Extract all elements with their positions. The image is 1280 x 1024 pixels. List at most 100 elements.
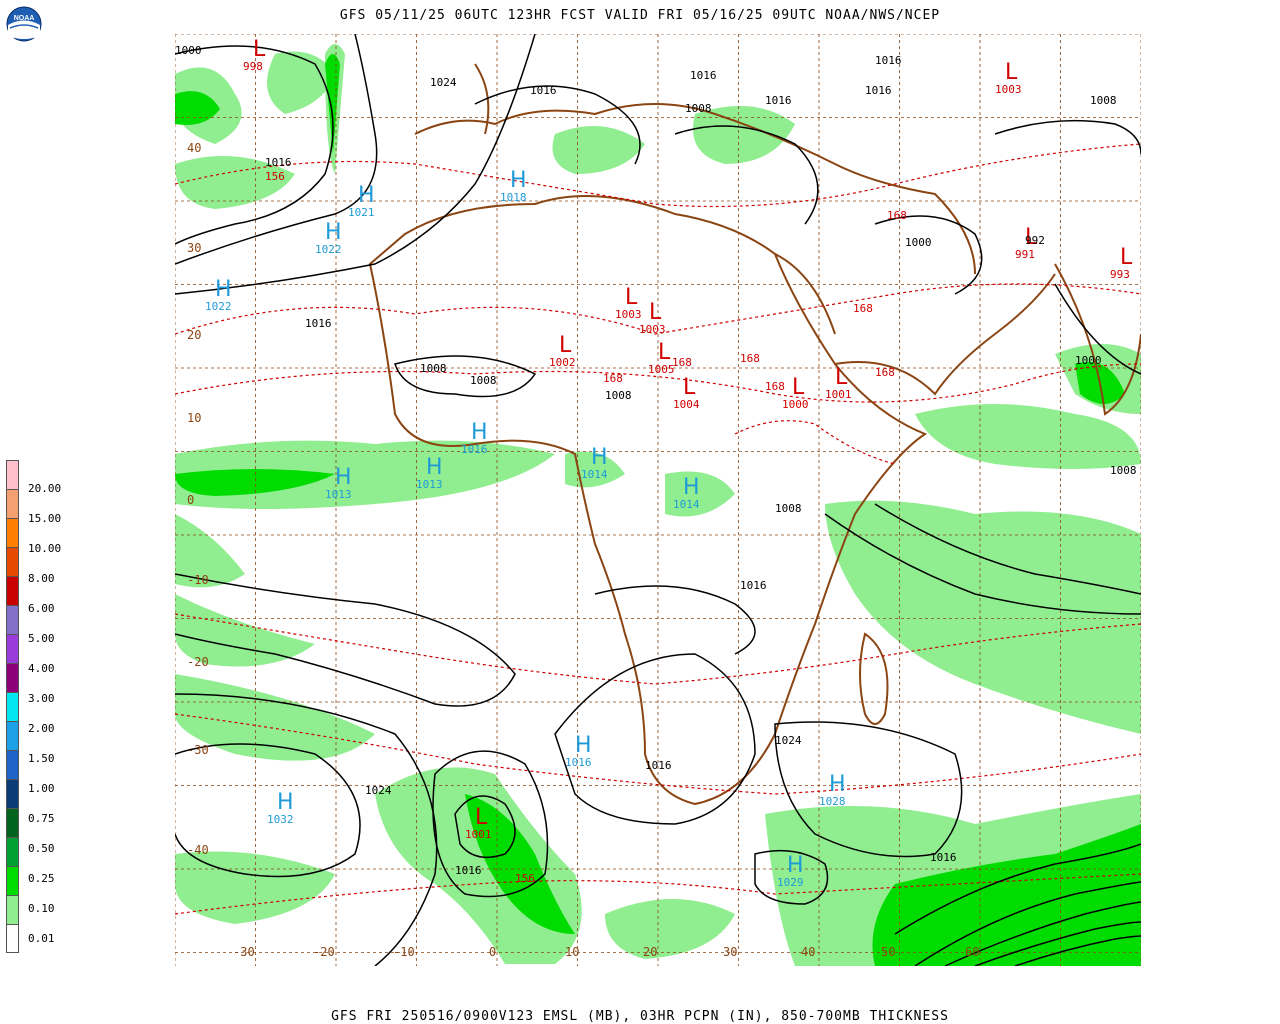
isobar-label: 1016 — [305, 317, 332, 330]
low-value: 1003 — [615, 308, 642, 321]
legend-swatch — [6, 808, 19, 837]
lon-label: 50 — [881, 945, 895, 959]
precip-legend: 20.00 15.00 10.00 8.00 6.00 5.00 4.00 3.00 2.00 1… — [6, 460, 61, 953]
lat-label: -40 — [187, 843, 209, 857]
lat-label: 20 — [187, 328, 201, 342]
isobar-label: 1016 — [645, 759, 672, 772]
svg-text:NOAA: NOAA — [14, 15, 35, 22]
high-value: 1013 — [416, 478, 443, 491]
thickness-label: 156 — [515, 872, 535, 885]
precip-heavy — [175, 54, 1141, 966]
map-title: GFS 05/11/25 06UTC 123HR FCST VALID FRI … — [339, 8, 941, 23]
legend-label: 4.00 — [28, 662, 55, 675]
isobar-label: 1016 — [930, 851, 957, 864]
legend-label: 10.00 — [28, 542, 62, 555]
high-value: 1014 — [581, 468, 608, 481]
noaa-logo-icon: NOAA — [6, 6, 42, 42]
legend-swatch — [6, 663, 19, 692]
lon-label: 60 — [965, 945, 979, 959]
low-value: 1000 — [782, 398, 809, 411]
legend-label: 0.01 — [28, 932, 55, 945]
weather-map: 40 30 20 10 0 -10 -20 -30 -40 -30 -20 -10 0 10 20 30 40… — [175, 34, 1141, 966]
legend-label: 3.00 — [28, 692, 55, 705]
legend-swatch — [6, 721, 19, 750]
lon-labels: -30 -20 -10 0 10 20 30 40 50 60 — [233, 945, 979, 959]
low-value: 1001 — [465, 828, 492, 841]
thickness-contours — [175, 143, 1141, 915]
legend-label: 0.75 — [28, 812, 55, 825]
low-marker: L — [475, 805, 488, 830]
high-value: 1022 — [205, 300, 232, 313]
legend-swatch — [6, 924, 19, 953]
low-value: 1001 — [825, 388, 852, 401]
high-marker: H — [683, 475, 700, 500]
legend-label: 0.25 — [28, 872, 55, 885]
legend-swatch — [6, 779, 19, 808]
isobar-label: 1000 — [905, 236, 932, 249]
legend-swatch — [6, 518, 19, 547]
lat-labels: 40 30 20 10 0 -10 -20 -30 -40 — [187, 141, 209, 857]
lat-label: 30 — [187, 241, 201, 255]
lon-label: -30 — [233, 945, 255, 959]
legend-label: 1.00 — [28, 782, 55, 795]
thickness-labels: 156 168 168 168 168 168 168 168 156 — [265, 170, 907, 885]
thickness-label: 168 — [875, 366, 895, 379]
high-pressure-markers: H1021H1022H1022H1018H1013H1013H1014H1014… — [205, 168, 846, 889]
low-marker: L — [683, 375, 696, 400]
high-marker: H — [575, 733, 592, 758]
high-marker: H — [358, 183, 375, 208]
high-marker: H — [335, 465, 352, 490]
legend-swatch — [6, 460, 19, 489]
lat-label: -30 — [187, 743, 209, 757]
lon-label: 20 — [643, 945, 657, 959]
isobar-label: 1008 — [1090, 94, 1117, 107]
thickness-label: 168 — [887, 209, 907, 222]
isobar-label: 1008 — [420, 362, 447, 375]
isobar-label: 1008 — [470, 374, 497, 387]
precip-areas — [175, 44, 1141, 966]
thickness-label: 168 — [740, 352, 760, 365]
low-marker: L — [649, 300, 662, 325]
legend-swatch — [6, 576, 19, 605]
high-value: 1013 — [325, 488, 352, 501]
isobar-label: 1016 — [690, 69, 717, 82]
low-marker: L — [559, 333, 572, 358]
high-value: 1016 — [461, 443, 488, 456]
isobar-label: 1024 — [365, 784, 392, 797]
low-marker: L — [835, 365, 848, 390]
lon-label: 10 — [565, 945, 579, 959]
high-marker: H — [325, 220, 342, 245]
map-caption: GFS FRI 250516/0900V123 EMSL (MB), 03HR … — [331, 1009, 949, 1024]
high-value: 1032 — [267, 813, 294, 826]
low-value: 1003 — [639, 323, 666, 336]
high-value: 1016 — [565, 756, 592, 769]
lat-label: -20 — [187, 655, 209, 669]
isobar-label: 1016 — [265, 156, 292, 169]
isobar-label: 1016 — [765, 94, 792, 107]
legend-label: 2.00 — [28, 722, 55, 735]
lat-label: 0 — [187, 493, 194, 507]
isobar-label: 992 — [1025, 234, 1045, 247]
lat-lon-grid — [175, 34, 1141, 966]
isobar-label: 1016 — [530, 84, 557, 97]
legend-swatch — [6, 489, 19, 518]
low-value: 1003 — [995, 83, 1022, 96]
low-marker: L — [1025, 225, 1038, 250]
isobar-label: 1008 — [1110, 464, 1137, 477]
low-marker: L — [1005, 60, 1018, 85]
lon-label: -10 — [393, 945, 415, 959]
lon-label: 30 — [723, 945, 737, 959]
lon-label: -20 — [313, 945, 335, 959]
legend-label: 1.50 — [28, 752, 55, 765]
low-value: 1004 — [673, 398, 700, 411]
low-marker: L — [1120, 245, 1133, 270]
isobar-label: 1008 — [605, 389, 632, 402]
low-marker: L — [625, 285, 638, 310]
isobar-label: 1016 — [740, 579, 767, 592]
low-marker: L — [792, 375, 805, 400]
high-marker: H — [426, 455, 443, 480]
high-value: 1028 — [819, 795, 846, 808]
low-pressure-markers: L998L1002L1003L1005L1004L1000L1003L1001L… — [243, 37, 1133, 841]
high-value: 1029 — [777, 876, 804, 889]
